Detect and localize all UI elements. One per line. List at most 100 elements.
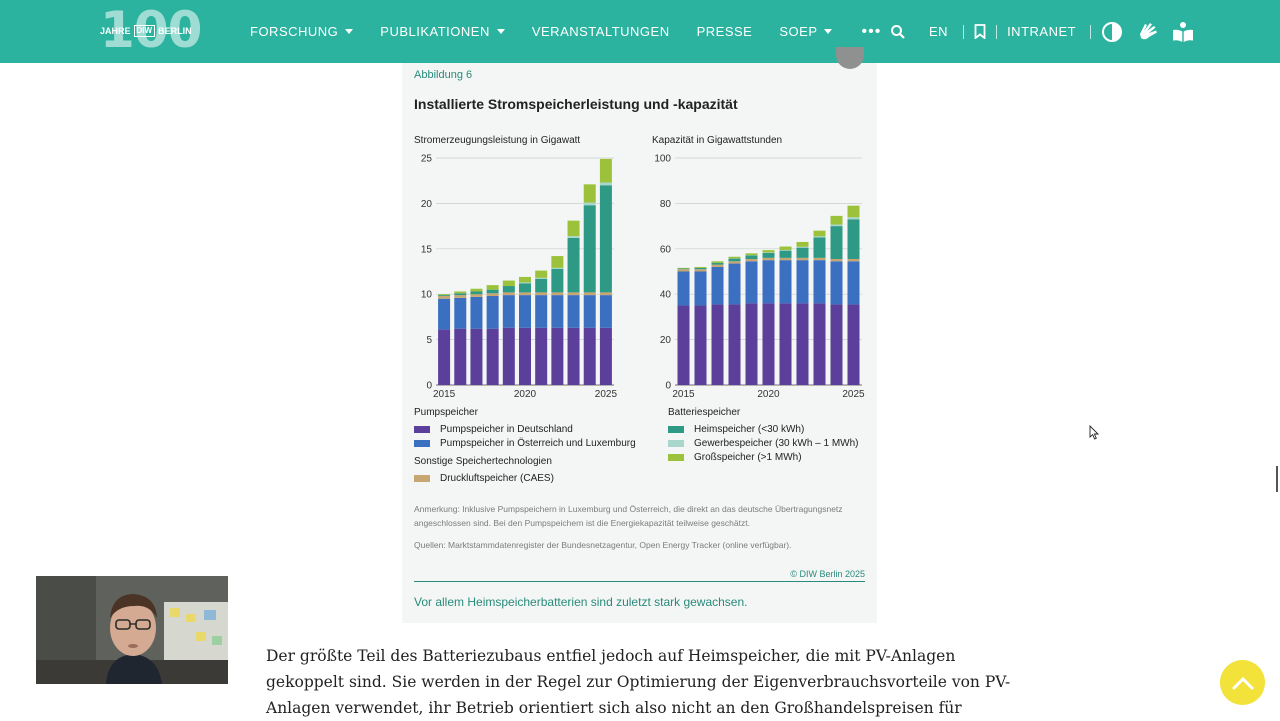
y-tick-label: 5: [426, 335, 432, 346]
bar-segment-2023-5: [568, 221, 580, 236]
figure-card: Abbildung 6 Installierte Stromspeicherle…: [402, 63, 877, 623]
legend-label: Großspeicher (>1 MWh): [694, 452, 802, 463]
diw-100-logo[interactable]: 100 JAHRE DIW BERLIN: [100, 8, 206, 54]
sign-language-button[interactable]: [1136, 20, 1160, 44]
bar-segment-2020-4: [519, 282, 531, 283]
contrast-icon: [1101, 21, 1123, 43]
webcam-image: [36, 576, 228, 684]
x-tick-label: 2015: [433, 389, 456, 398]
bar-segment-2017-1: [470, 297, 482, 329]
bar-segment-2020-3: [763, 253, 775, 258]
bar-segment-2021-4: [780, 250, 792, 251]
legend-battery: Batteriespeicher Heimspeicher (<30 kWh) …: [668, 407, 859, 464]
logo-berlin: BERLIN: [158, 26, 192, 36]
menu-forschung[interactable]: FORSCHUNG: [250, 24, 353, 39]
intranet-link[interactable]: INTRANET: [1007, 24, 1076, 39]
nav-tools: EN INTRANET: [890, 0, 1195, 63]
y-tick-label: 20: [421, 199, 433, 210]
bar-segment-2020-5: [519, 277, 531, 282]
bar-segment-2018-2: [487, 293, 499, 296]
bar-segment-2025-3: [600, 185, 612, 292]
bar-segment-2020-3: [519, 283, 531, 292]
scroll-to-top-button[interactable]: [1220, 660, 1265, 705]
bar-segment-2025-2: [600, 292, 612, 295]
bar-segment-2019-5: [503, 281, 515, 286]
bar-segment-2021-0: [780, 303, 792, 385]
bar-segment-2025-4: [600, 183, 612, 186]
bar-segment-2022-3: [797, 248, 809, 258]
bar-segment-2024-1: [584, 295, 596, 328]
bar-segment-2024-0: [831, 304, 843, 385]
bar-segment-2023-0: [814, 303, 826, 385]
bar-segment-2020-1: [763, 260, 775, 303]
menu-forschung-label: FORSCHUNG: [250, 24, 338, 39]
legend-label: Druckluftspeicher (CAES): [440, 473, 554, 484]
y-tick-label: 10: [421, 290, 433, 301]
menu-soep[interactable]: SOEP: [779, 24, 832, 39]
bar-segment-2024-5: [584, 184, 596, 202]
bar-segment-2017-5: [712, 261, 724, 263]
bar-segment-2017-3: [470, 291, 482, 294]
bar-segment-2015-2: [678, 269, 690, 271]
menu-publikationen[interactable]: PUBLIKATIONEN: [380, 24, 505, 39]
figure-note-line: angeschlossen sind. Bei den Pumpspeicher…: [414, 516, 864, 530]
bar-segment-2016-0: [695, 306, 707, 385]
menu-veranstaltungen[interactable]: VERANSTALTUNGEN: [532, 24, 670, 39]
bar-segment-2022-2: [797, 258, 809, 260]
search-button[interactable]: [890, 24, 906, 40]
bar-segment-2020-0: [519, 328, 531, 385]
article-paragraph: Der größte Teil des Batteriezubaus entfi…: [266, 643, 1026, 721]
bar-segment-2024-3: [831, 226, 843, 259]
bar-segment-2015-2: [438, 296, 450, 299]
legend-label: Pumpspeicher in Österreich und Luxemburg: [440, 438, 636, 449]
easy-read-button[interactable]: [1171, 21, 1195, 43]
y-tick-label: 20: [660, 335, 672, 346]
bar-segment-2021-2: [780, 258, 792, 260]
bar-segment-2015-0: [678, 306, 690, 385]
bar-segment-2021-2: [535, 292, 547, 295]
mouse-cursor-icon: [1089, 425, 1099, 440]
bar-segment-2017-2: [470, 294, 482, 297]
language-switch-en[interactable]: EN: [929, 24, 948, 39]
more-menu-button[interactable]: •••: [861, 23, 881, 41]
x-tick-label: 2025: [842, 389, 865, 398]
bar-segment-2022-4: [797, 247, 809, 248]
nav-divider: [1090, 25, 1091, 39]
bar-segment-2015-3: [438, 295, 450, 296]
y-tick-label: 0: [426, 381, 432, 392]
bar-segment-2025-5: [600, 159, 612, 183]
legend-item-caes: Druckluftspeicher (CAES): [414, 471, 636, 485]
bar-segment-2024-4: [831, 225, 843, 227]
scrollbar-thumb[interactable]: [1276, 466, 1278, 492]
contrast-toggle[interactable]: [1101, 21, 1123, 43]
bar-segment-2023-5: [814, 231, 826, 237]
menu-publikationen-label: PUBLIKATIONEN: [380, 24, 490, 39]
legend-other-header: Sonstige Speichertechnologien: [414, 456, 636, 467]
bar-segment-2018-5: [729, 257, 741, 259]
bar-segment-2023-2: [568, 292, 580, 295]
sign-language-icon: [1136, 20, 1160, 44]
bar-segment-2025-1: [600, 295, 612, 328]
legend-swatch: [414, 440, 430, 447]
bar-segment-2017-1: [712, 267, 724, 304]
logo-jahre: JAHRE: [100, 26, 131, 36]
main-menu: FORSCHUNG PUBLIKATIONEN VERANSTALTUNGEN …: [250, 0, 881, 63]
bar-segment-2021-5: [780, 247, 792, 250]
menu-presse[interactable]: PRESSE: [697, 24, 753, 39]
bookmark-button[interactable]: [974, 24, 986, 39]
bar-segment-2018-3: [487, 290, 499, 294]
bar-segment-2023-1: [568, 295, 580, 328]
bar-segment-2016-3: [695, 268, 707, 269]
bar-segment-2024-0: [584, 328, 596, 385]
legend-label: Heimspeicher (<30 kWh): [694, 424, 804, 435]
bar-segment-2021-3: [780, 251, 792, 258]
bar-segment-2024-1: [831, 261, 843, 304]
bar-segment-2019-3: [746, 255, 758, 259]
bar-segment-2023-4: [568, 236, 580, 238]
bar-segment-2015-1: [438, 299, 450, 330]
bar-segment-2018-1: [487, 296, 499, 329]
figure-expand-button[interactable]: [836, 47, 864, 69]
y-tick-label: 0: [665, 381, 671, 392]
bar-segment-2025-0: [600, 328, 612, 385]
